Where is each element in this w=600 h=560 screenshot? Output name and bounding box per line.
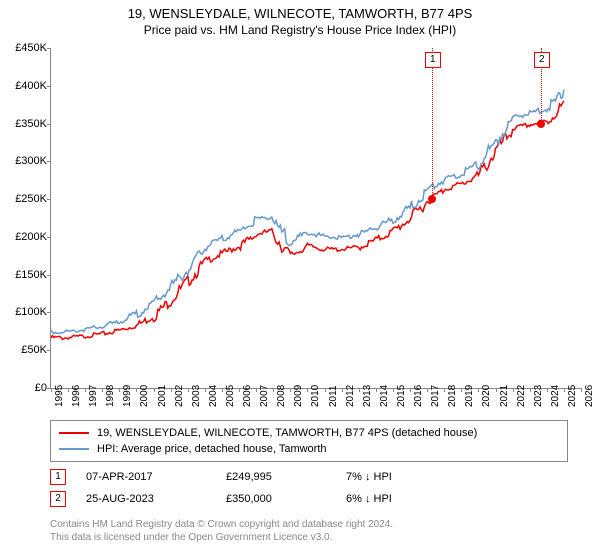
legend-label: 19, WENSLEYDALE, WILNECOTE, TAMWORTH, B7… bbox=[97, 427, 477, 439]
x-axis-tick-label: 2014 bbox=[379, 385, 390, 407]
sale-row: 1 07-APR-2017£249,9957% ↓ HPI bbox=[50, 466, 446, 488]
chart-subtitle: Price paid vs. HM Land Registry's House … bbox=[0, 21, 600, 37]
x-axis-tick-label: 1999 bbox=[122, 385, 133, 407]
y-axis-tick-label: £50K bbox=[3, 344, 47, 356]
sale-row: 2 25-AUG-2023£350,0006% ↓ HPI bbox=[50, 488, 446, 510]
x-axis-tick-label: 2019 bbox=[464, 385, 475, 407]
y-axis-tick-label: £100K bbox=[3, 306, 47, 318]
plot-area: £0£50K£100K£150K£200K£250K£300K£350K£400… bbox=[50, 48, 581, 389]
sale-marker-dot bbox=[537, 120, 545, 128]
series-line-hpi bbox=[51, 90, 564, 334]
x-axis-tick-label: 2008 bbox=[276, 385, 287, 407]
x-axis-tick-label: 2002 bbox=[174, 385, 185, 407]
x-axis-tick-label: 2024 bbox=[550, 385, 561, 407]
x-axis-tick-label: 2017 bbox=[430, 385, 441, 407]
sale-date: 25-AUG-2023 bbox=[86, 493, 226, 505]
sale-row-badge: 1 bbox=[50, 469, 66, 485]
sale-date: 07-APR-2017 bbox=[86, 471, 226, 483]
sale-delta: 6% ↓ HPI bbox=[346, 493, 446, 505]
x-axis-tick-label: 2020 bbox=[481, 385, 492, 407]
x-axis-tick-label: 2022 bbox=[516, 385, 527, 407]
chart-container: 19, WENSLEYDALE, WILNECOTE, TAMWORTH, B7… bbox=[0, 0, 600, 560]
x-axis-tick-label: 2025 bbox=[567, 385, 578, 407]
sale-row-badge: 2 bbox=[50, 491, 66, 507]
sales-table: 1 07-APR-2017£249,9957% ↓ HPI 2 25-AUG-2023… bbox=[50, 466, 446, 510]
x-axis-tick-label: 2018 bbox=[447, 385, 458, 407]
legend-item: 19, WENSLEYDALE, WILNECOTE, TAMWORTH, B7… bbox=[59, 425, 559, 441]
line-series-svg bbox=[51, 48, 581, 388]
x-axis-tick-label: 2006 bbox=[242, 385, 253, 407]
y-axis-tick-label: £150K bbox=[3, 269, 47, 281]
x-axis-tick-label: 2000 bbox=[139, 385, 150, 407]
x-axis-tick-label: 2003 bbox=[191, 385, 202, 407]
sale-marker-line bbox=[432, 48, 433, 199]
x-axis-tick-label: 2015 bbox=[396, 385, 407, 407]
x-axis-tick-label: 2023 bbox=[533, 385, 544, 407]
x-axis-tick-label: 2004 bbox=[208, 385, 219, 407]
sale-price: £350,000 bbox=[226, 493, 346, 505]
x-axis-tick-label: 2016 bbox=[413, 385, 424, 407]
x-axis-tick-label: 1995 bbox=[54, 385, 65, 407]
x-axis-tick-label: 2011 bbox=[328, 385, 339, 407]
x-axis-tick-label: 2005 bbox=[225, 385, 236, 407]
footer-line-2: This data is licensed under the Open Gov… bbox=[50, 531, 393, 544]
x-axis-tick-label: 2007 bbox=[259, 385, 270, 407]
legend-label: HPI: Average price, detached house, Tamw… bbox=[97, 443, 327, 455]
x-axis-tick-label: 2012 bbox=[345, 385, 356, 407]
x-axis-tick-label: 2001 bbox=[157, 385, 168, 407]
sale-marker-badge: 1 bbox=[425, 52, 441, 68]
y-axis-tick-label: £450K bbox=[3, 42, 47, 54]
series-line-price_paid bbox=[51, 101, 564, 339]
footer-attribution: Contains HM Land Registry data © Crown c… bbox=[50, 518, 393, 544]
y-axis-tick-label: £250K bbox=[3, 193, 47, 205]
legend-swatch bbox=[59, 448, 89, 450]
x-axis-tick-label: 1996 bbox=[71, 385, 82, 407]
y-axis-tick-label: £200K bbox=[3, 231, 47, 243]
x-axis-tick-label: 2010 bbox=[310, 385, 321, 407]
legend-swatch bbox=[59, 432, 89, 434]
y-axis-tick-label: £350K bbox=[3, 118, 47, 130]
legend-item: HPI: Average price, detached house, Tamw… bbox=[59, 441, 559, 457]
legend-box: 19, WENSLEYDALE, WILNECOTE, TAMWORTH, B7… bbox=[50, 420, 568, 462]
sale-marker-dot bbox=[428, 195, 436, 203]
x-axis-tick-label: 1997 bbox=[88, 385, 99, 407]
footer-line-1: Contains HM Land Registry data © Crown c… bbox=[50, 518, 393, 531]
x-axis-tick-label: 2013 bbox=[362, 385, 373, 407]
chart-title: 19, WENSLEYDALE, WILNECOTE, TAMWORTH, B7… bbox=[0, 0, 600, 21]
x-axis-tick-label: 2009 bbox=[293, 385, 304, 407]
x-axis-tick-label: 2026 bbox=[584, 385, 595, 407]
sale-marker-badge: 2 bbox=[534, 52, 550, 68]
y-axis-tick-label: £400K bbox=[3, 80, 47, 92]
x-axis-tick-label: 2021 bbox=[499, 385, 510, 407]
x-axis-tick-label: 1998 bbox=[105, 385, 116, 407]
y-axis-tick-label: £0 bbox=[3, 382, 47, 394]
y-axis-tick-label: £300K bbox=[3, 155, 47, 167]
sale-price: £249,995 bbox=[226, 471, 346, 483]
sale-delta: 7% ↓ HPI bbox=[346, 471, 446, 483]
